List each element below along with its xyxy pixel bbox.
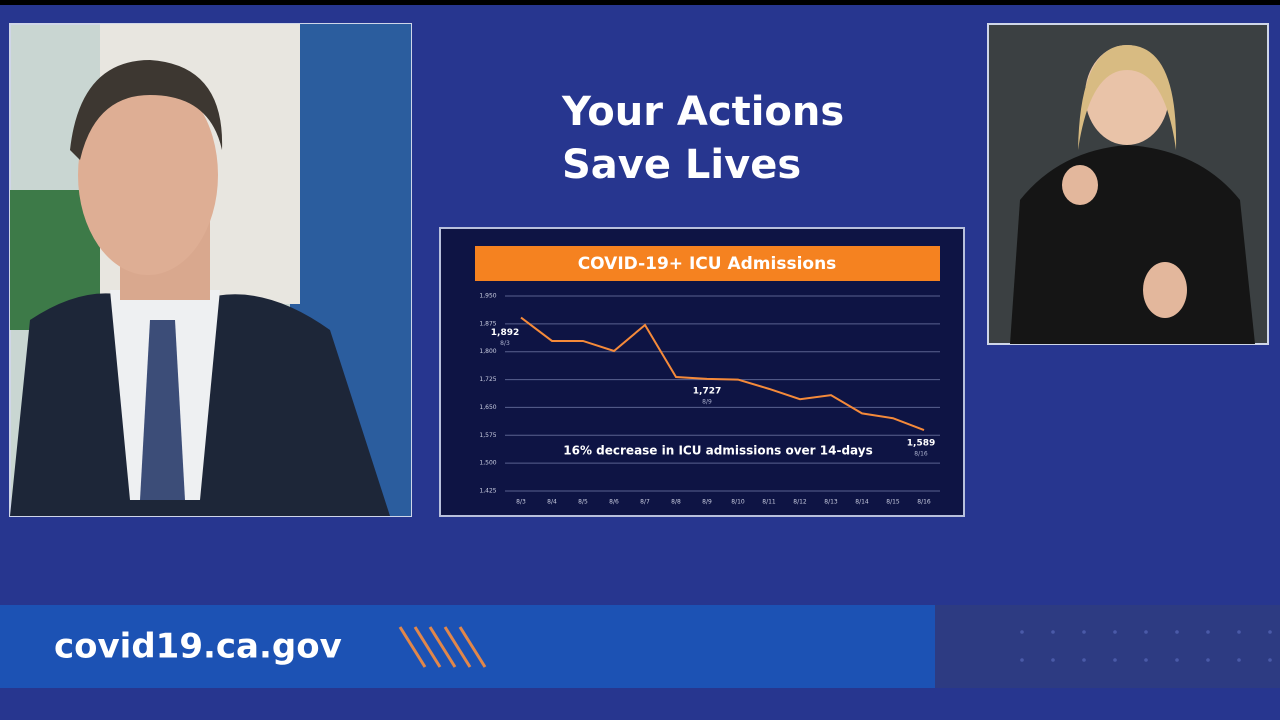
- dot: [1175, 630, 1179, 634]
- x-tick-label: 8/15: [886, 499, 900, 506]
- x-tick-label: 8/9: [702, 499, 712, 506]
- dot: [1268, 630, 1272, 634]
- dot: [1268, 658, 1272, 662]
- dot: [1206, 658, 1210, 662]
- dot: [1237, 658, 1241, 662]
- x-tick-label: 8/6: [609, 499, 619, 506]
- dot: [1144, 630, 1148, 634]
- banner-decoration: [935, 605, 1280, 688]
- value-label-date: 8/16: [914, 451, 928, 458]
- value-label: 1,727: [693, 386, 721, 396]
- url-text[interactable]: covid19.ca.gov: [54, 627, 342, 667]
- dot: [1020, 658, 1024, 662]
- x-tick-label: 8/11: [762, 499, 776, 506]
- plot-area: 1,425 1,500 1,575 1,650 1,725 1,800 1,875 1,950…: [479, 293, 940, 506]
- y-tick-label: 1,800: [479, 348, 496, 355]
- y-tick-label: 1,650: [479, 404, 496, 411]
- x-tick-label: 8/16: [917, 499, 931, 506]
- dot: [1082, 630, 1086, 634]
- dot: [1144, 658, 1148, 662]
- dot: [1175, 658, 1179, 662]
- top-bar: [0, 0, 1280, 5]
- dot-pattern: [1020, 630, 1272, 662]
- x-tick-label: 8/4: [547, 499, 557, 506]
- interpreter-video: [987, 23, 1269, 345]
- y-tick-label: 1,875: [479, 320, 496, 327]
- value-label: 1,589: [907, 439, 935, 449]
- dot: [1020, 630, 1024, 634]
- x-tick-label: 8/13: [824, 499, 838, 506]
- dot: [1113, 630, 1117, 634]
- y-tick-label: 1,950: [479, 293, 496, 300]
- speaker-video: [9, 23, 412, 517]
- slash-decoration: [398, 626, 487, 668]
- x-tick-label: 8/8: [671, 499, 681, 506]
- url-banner: [0, 605, 935, 688]
- chart-title-bar: [475, 246, 940, 281]
- bottom-strip: [0, 688, 1280, 720]
- heading-line: Save Lives: [562, 142, 801, 188]
- dot: [1237, 630, 1241, 634]
- value-label-date: 8/3: [500, 340, 510, 347]
- x-tick-label: 8/14: [855, 499, 869, 506]
- dot: [1206, 630, 1210, 634]
- x-tick-label: 8/3: [516, 499, 526, 506]
- heading-line: Your Actions: [561, 89, 844, 135]
- dot: [1113, 658, 1117, 662]
- value-label-date: 8/9: [702, 398, 712, 405]
- y-tick-label: 1,500: [479, 460, 496, 467]
- dot: [1051, 630, 1055, 634]
- x-tick-label: 8/10: [731, 499, 745, 506]
- x-tick-label: 8/5: [578, 499, 588, 506]
- data-line: [520, 316, 925, 432]
- x-tick-label: 8/7: [640, 499, 650, 506]
- y-tick-label: 1,575: [479, 432, 496, 439]
- dot: [1051, 658, 1055, 662]
- x-tick-label: 8/12: [793, 499, 807, 506]
- y-tick-label: 1,425: [479, 488, 496, 495]
- dot: [1082, 658, 1086, 662]
- chart-title: COVID-19+ ICU Admissions: [578, 254, 837, 274]
- y-tick-label: 1,725: [479, 376, 496, 383]
- chart-annotation: 16% decrease in ICU admissions over 14-d…: [563, 444, 872, 458]
- value-label: 1,892: [491, 328, 519, 338]
